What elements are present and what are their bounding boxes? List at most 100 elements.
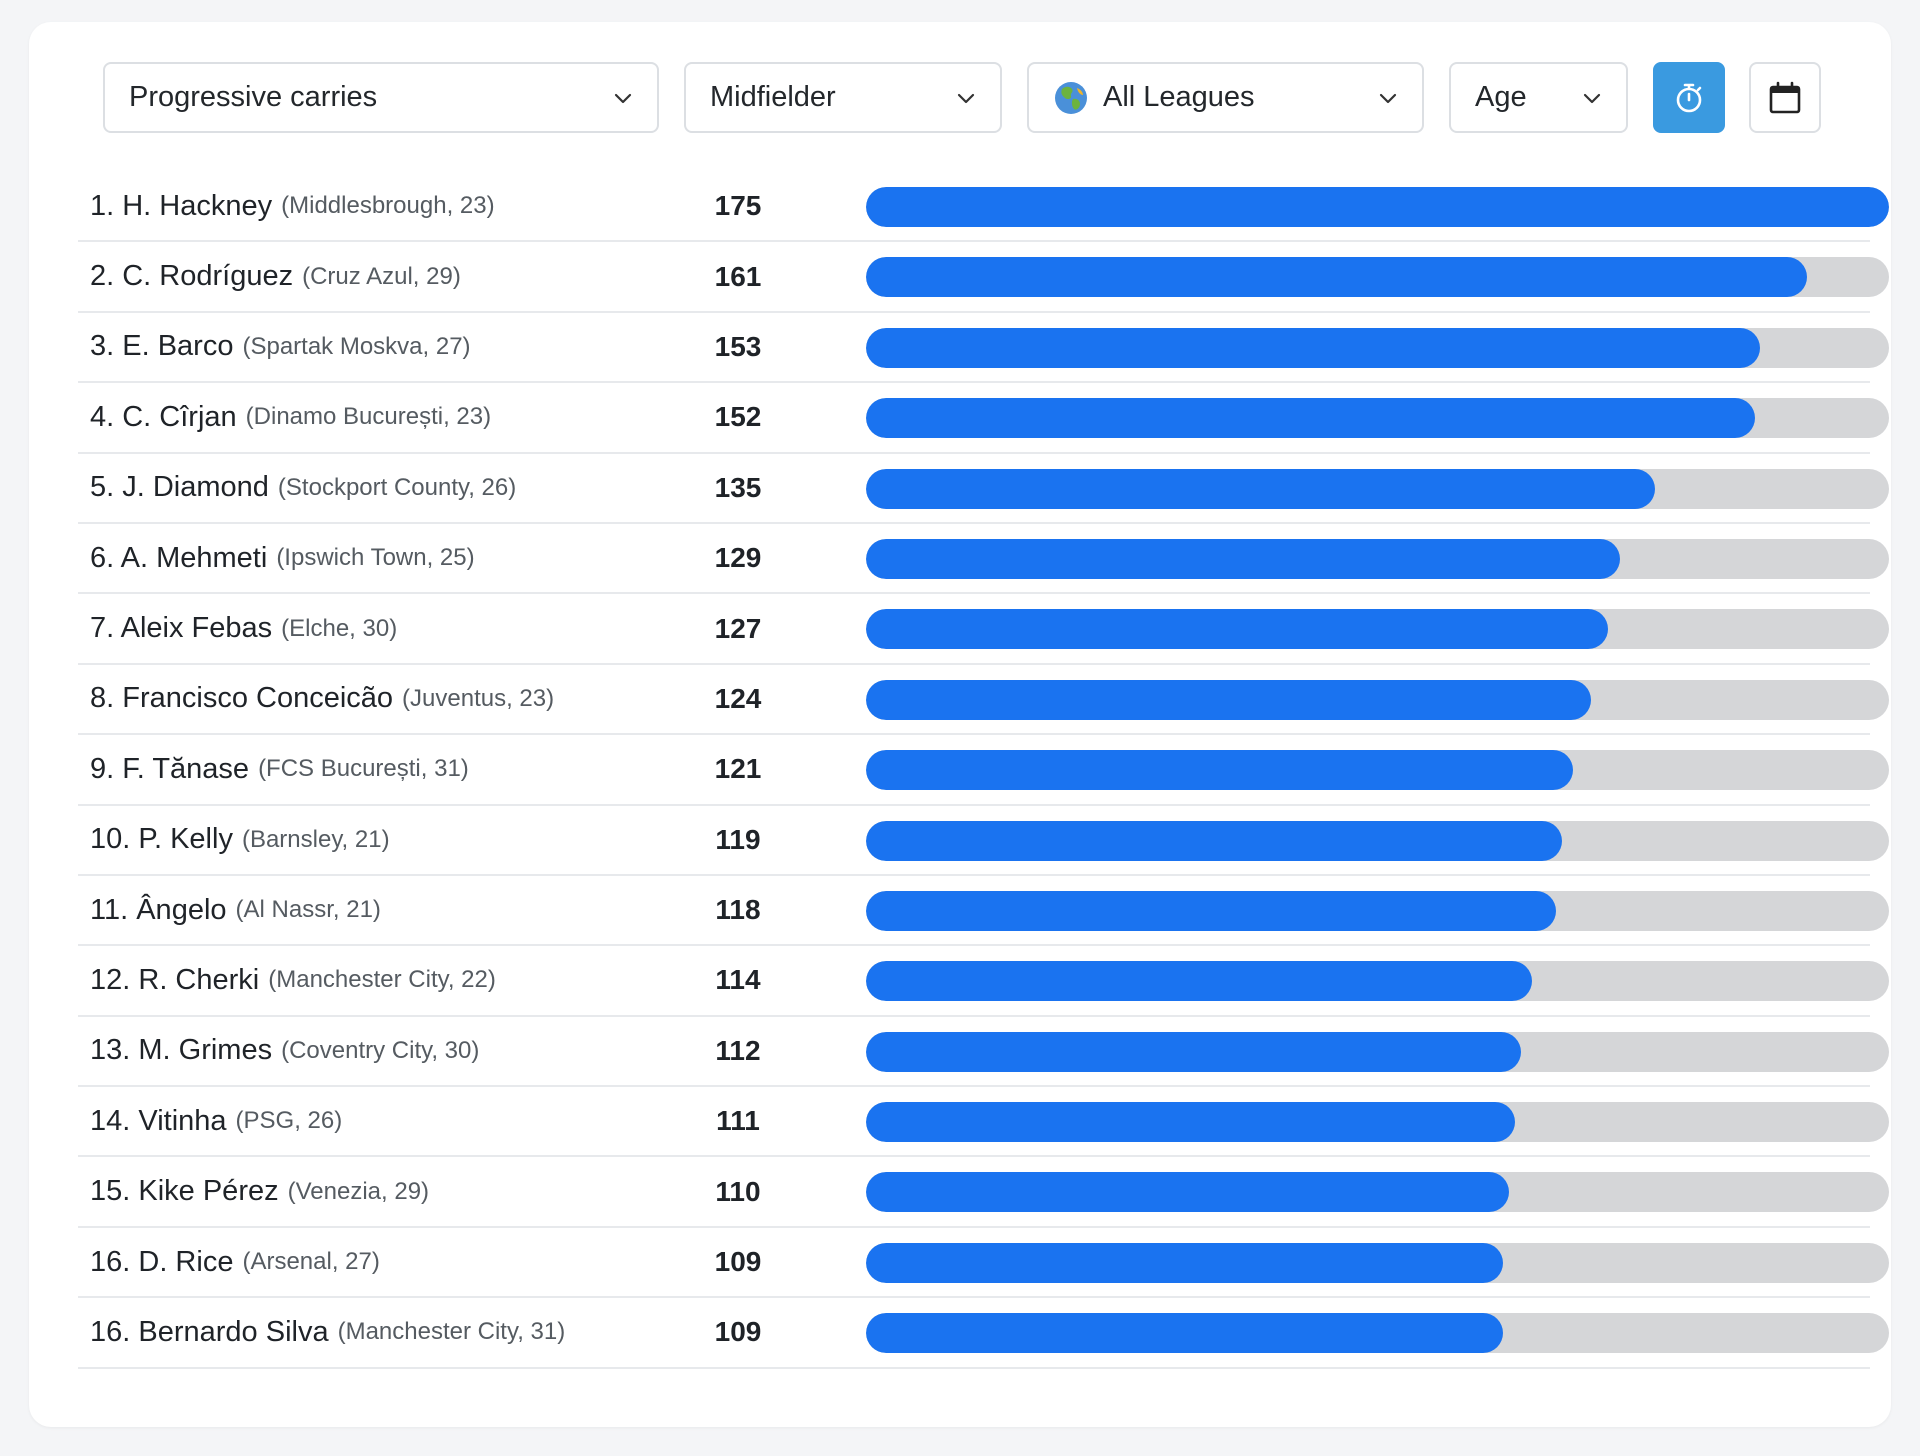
player-name[interactable]: 10. P. Kelly: [90, 823, 233, 856]
stat-value: 129: [714, 542, 762, 574]
ranking-row[interactable]: 4. C. Cîrjan (Dinamo București, 23) 152: [78, 383, 1889, 454]
player-name[interactable]: 1. H. Hackney: [90, 189, 273, 222]
bar-fill: [866, 679, 1591, 720]
player-info: 5. J. Diamond (Stockport County, 26): [90, 454, 516, 522]
ranking-row[interactable]: 5. J. Diamond (Stockport County, 26) 135: [78, 454, 1889, 524]
leaderboard-card: Progressive carries Midfielder All Leagu…: [29, 22, 1891, 1427]
player-name[interactable]: 8. Francisco Conceicão: [90, 682, 394, 715]
age-dropdown[interactable]: Age: [1449, 62, 1628, 133]
player-info: 13. M. Grimes (Coventry City, 30): [90, 1017, 479, 1085]
player-team-age: (PSG, 26): [235, 1107, 343, 1135]
bar-fill: [866, 1102, 1515, 1143]
ranking-row[interactable]: 14. Vitinha (PSG, 26) 111: [78, 1087, 1889, 1158]
bar-track: [866, 609, 1889, 650]
player-team-age: (Middlesbrough, 23): [281, 192, 495, 220]
ranking-list: 1. H. Hackney (Middlesbrough, 23) 175 2. C.…: [78, 172, 1889, 1369]
player-info: 11. Ângelo (Al Nassr, 21): [90, 876, 381, 944]
ranking-row[interactable]: 6. A. Mehmeti (Ipswich Town, 25) 129: [78, 524, 1889, 595]
league-dropdown[interactable]: All Leagues: [1027, 62, 1424, 133]
bar-track: [866, 538, 1889, 579]
player-name[interactable]: 7. Aleix Febas: [90, 612, 273, 645]
chevron-down-icon: [1379, 93, 1397, 103]
position-dropdown[interactable]: Midfielder: [684, 62, 1002, 133]
bar-track: [866, 679, 1889, 720]
player-name[interactable]: 16. Bernardo Silva: [90, 1315, 329, 1348]
player-info: 6. A. Mehmeti (Ipswich Town, 25): [90, 524, 475, 592]
ranking-row[interactable]: 11. Ângelo (Al Nassr, 21) 118: [78, 876, 1889, 947]
bar-track: [866, 750, 1889, 791]
ranking-row[interactable]: 13. M. Grimes (Coventry City, 30) 112: [78, 1017, 1889, 1088]
chevron-down-icon: [614, 93, 632, 103]
player-team-age: (Spartak Moskva, 27): [242, 332, 471, 360]
stat-value: 109: [714, 1316, 762, 1348]
bar-track: [866, 1031, 1889, 1072]
player-info: 12. R. Cherki (Manchester City, 22): [90, 946, 496, 1014]
player-team-age: (Juventus, 23): [402, 684, 555, 712]
stat-value: 110: [715, 1175, 761, 1207]
bar-fill: [866, 750, 1574, 791]
player-info: 15. Kike Pérez (Venezia, 29): [90, 1157, 429, 1225]
ranking-row[interactable]: 3. E. Barco (Spartak Moskva, 27) 153: [78, 313, 1889, 384]
ranking-row[interactable]: 7. Aleix Febas (Elche, 30) 127: [78, 594, 1889, 665]
player-team-age: (Venezia, 29): [287, 1177, 430, 1205]
player-team-age: (Manchester City, 31): [337, 1318, 566, 1346]
bar-fill: [866, 538, 1621, 579]
bar-fill: [866, 820, 1562, 861]
bar-track: [866, 327, 1889, 368]
ranking-row[interactable]: 16. D. Rice (Arsenal, 27) 109: [78, 1228, 1889, 1299]
player-info: 16. D. Rice (Arsenal, 27): [90, 1228, 380, 1296]
chevron-down-icon: [957, 93, 975, 103]
bar-fill: [866, 1031, 1521, 1072]
ranking-row[interactable]: 12. R. Cherki (Manchester City, 22) 114: [78, 946, 1889, 1017]
bar-track: [866, 398, 1889, 439]
position-dropdown-label: Midfielder: [710, 81, 836, 113]
age-dropdown-label: Age: [1475, 81, 1527, 113]
stat-value: 161: [714, 260, 762, 292]
player-team-age: (Elche, 30): [281, 614, 398, 642]
ranking-row[interactable]: 2. C. Rodríguez (Cruz Azul, 29) 161: [78, 242, 1889, 313]
bar-fill: [866, 257, 1808, 298]
stat-value: 135: [714, 471, 762, 503]
player-info: 16. Bernardo Silva (Manchester City, 31): [90, 1298, 565, 1366]
player-team-age: (Dinamo București, 23): [245, 403, 492, 431]
stat-value: 152: [714, 401, 762, 433]
bar-track: [866, 1102, 1889, 1143]
bar-fill: [866, 890, 1556, 931]
stat-value: 119: [715, 823, 761, 855]
player-team-age: (Ipswich Town, 25): [276, 544, 475, 572]
player-name[interactable]: 14. Vitinha: [90, 1104, 227, 1137]
bar-track: [866, 890, 1889, 931]
per-90-toggle-button[interactable]: [1653, 62, 1725, 133]
season-calendar-button[interactable]: [1749, 62, 1821, 133]
player-team-age: (Cruz Azul, 29): [302, 262, 461, 290]
player-info: 14. Vitinha (PSG, 26): [90, 1087, 342, 1155]
player-name[interactable]: 16. D. Rice: [90, 1245, 234, 1278]
calendar-icon: [1769, 81, 1801, 113]
bar-track: [866, 1242, 1889, 1283]
ranking-row[interactable]: 8. Francisco Conceicão (Juventus, 23) 124: [78, 665, 1889, 736]
player-info: 1. H. Hackney (Middlesbrough, 23): [90, 172, 495, 240]
player-name[interactable]: 15. Kike Pérez: [90, 1175, 279, 1208]
bar-fill: [866, 961, 1533, 1002]
player-name[interactable]: 6. A. Mehmeti: [90, 541, 268, 574]
stat-value: 175: [714, 190, 762, 222]
player-name[interactable]: 2. C. Rodríguez: [90, 260, 294, 293]
metric-dropdown[interactable]: Progressive carries: [103, 62, 659, 133]
player-name[interactable]: 12. R. Cherki: [90, 963, 260, 996]
stat-value: 111: [716, 1105, 760, 1137]
player-name[interactable]: 13. M. Grimes: [90, 1034, 273, 1067]
player-name[interactable]: 11. Ângelo: [90, 893, 227, 926]
ranking-row[interactable]: 10. P. Kelly (Barnsley, 21) 119: [78, 806, 1889, 876]
ranking-row[interactable]: 1. H. Hackney (Middlesbrough, 23) 175: [78, 172, 1889, 243]
bar-track: [866, 1172, 1889, 1213]
player-info: 7. Aleix Febas (Elche, 30): [90, 594, 397, 662]
ranking-row[interactable]: 9. F. Tănase (FCS București, 31) 121: [78, 735, 1889, 806]
player-name[interactable]: 5. J. Diamond: [90, 471, 269, 504]
ranking-row[interactable]: 15. Kike Pérez (Venezia, 29) 110: [78, 1157, 1889, 1228]
player-name[interactable]: 3. E. Barco: [90, 330, 234, 363]
ranking-row[interactable]: 16. Bernardo Silva (Manchester City, 31) 1…: [78, 1298, 1889, 1369]
player-name[interactable]: 4. C. Cîrjan: [90, 400, 237, 433]
player-info: 3. E. Barco (Spartak Moskva, 27): [90, 313, 471, 381]
player-name[interactable]: 9. F. Tănase: [90, 752, 250, 785]
player-info: 2. C. Rodríguez (Cruz Azul, 29): [90, 242, 461, 310]
